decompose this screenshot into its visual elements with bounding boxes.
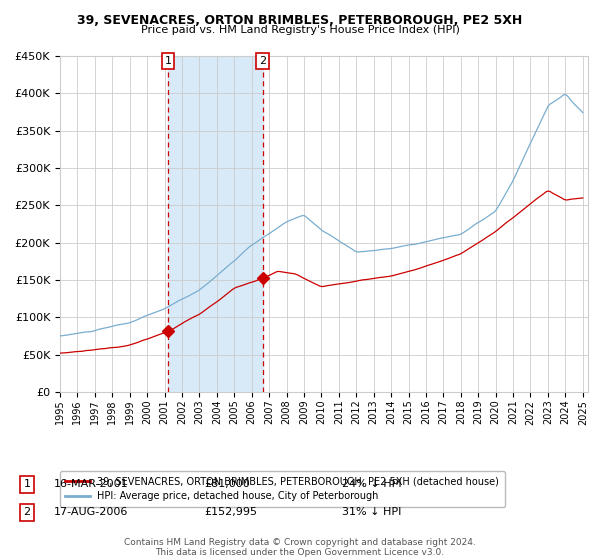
Text: 1: 1 <box>165 56 172 66</box>
Text: £81,000: £81,000 <box>204 479 250 489</box>
Text: 2: 2 <box>23 507 31 517</box>
Bar <box>168 56 263 392</box>
Legend: 39, SEVENACRES, ORTON BRIMBLES, PETERBOROUGH, PE2 5XH (detached house), HPI: Ave: 39, SEVENACRES, ORTON BRIMBLES, PETERBOR… <box>59 471 505 507</box>
Text: Contains HM Land Registry data © Crown copyright and database right 2024.: Contains HM Land Registry data © Crown c… <box>124 538 476 547</box>
Text: 31% ↓ HPI: 31% ↓ HPI <box>342 507 401 517</box>
Text: 1: 1 <box>23 479 31 489</box>
Text: 17-AUG-2006: 17-AUG-2006 <box>54 507 128 517</box>
Text: 2: 2 <box>259 56 266 66</box>
Text: 39, SEVENACRES, ORTON BRIMBLES, PETERBOROUGH, PE2 5XH: 39, SEVENACRES, ORTON BRIMBLES, PETERBOR… <box>77 14 523 27</box>
Text: 24% ↓ HPI: 24% ↓ HPI <box>342 479 401 489</box>
Text: This data is licensed under the Open Government Licence v3.0.: This data is licensed under the Open Gov… <box>155 548 445 557</box>
Text: 16-MAR-2001: 16-MAR-2001 <box>54 479 128 489</box>
Text: £152,995: £152,995 <box>204 507 257 517</box>
Text: Price paid vs. HM Land Registry's House Price Index (HPI): Price paid vs. HM Land Registry's House … <box>140 25 460 35</box>
